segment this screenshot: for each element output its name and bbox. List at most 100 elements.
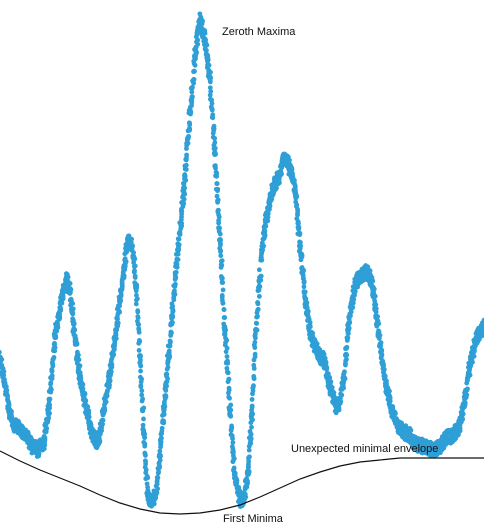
signal-point: [157, 453, 163, 458]
signal-point: [179, 208, 184, 214]
signal-point: [384, 381, 389, 387]
signal-point: [164, 366, 170, 372]
signal-point: [259, 246, 265, 251]
signal-point: [132, 256, 138, 262]
signal-point: [346, 325, 352, 331]
signal-point: [70, 301, 76, 306]
signal-point: [339, 392, 345, 398]
signal-point: [135, 308, 141, 314]
signal-point: [36, 451, 42, 457]
signal-point: [192, 62, 198, 68]
signal-point: [343, 360, 348, 366]
signal-point: [138, 384, 144, 390]
signal-point: [153, 495, 159, 500]
signal-point: [387, 388, 392, 394]
signal-point: [234, 481, 240, 486]
signal-point: [299, 254, 305, 260]
signal-point: [249, 403, 255, 409]
signal-point: [262, 228, 268, 234]
signal-point: [73, 340, 79, 345]
signal-point: [481, 317, 484, 323]
signal-point: [227, 412, 233, 418]
signal-point: [169, 330, 174, 336]
signal-point: [122, 263, 128, 269]
signal-point: [344, 356, 349, 362]
signal-point: [165, 376, 170, 381]
signal-point: [465, 386, 470, 392]
signal-point: [76, 357, 82, 363]
signal-point: [157, 448, 163, 454]
signal-point: [294, 194, 300, 200]
signal-point: [295, 208, 301, 214]
signal-point: [191, 76, 197, 82]
signal-point: [0, 357, 5, 362]
signal-point: [277, 180, 282, 186]
signal-point: [183, 167, 189, 172]
signal-point: [117, 309, 123, 315]
signal-point: [48, 387, 54, 393]
signal-point: [156, 469, 162, 475]
signal-point: [132, 275, 138, 280]
signal-point: [67, 291, 73, 296]
signal-point: [55, 323, 61, 329]
signal-point: [229, 444, 235, 449]
signal-point: [303, 296, 309, 302]
signal-point: [139, 388, 145, 394]
signal-point: [224, 354, 230, 359]
signal-point: [293, 188, 298, 194]
signal-point: [221, 325, 227, 331]
signal-point: [252, 345, 258, 350]
signal-point: [373, 302, 379, 308]
signal-point: [403, 424, 408, 430]
signal-point: [161, 418, 167, 424]
signal-point: [345, 330, 351, 336]
signal-point: [42, 442, 48, 448]
signal-point: [297, 230, 303, 236]
signal-point: [279, 171, 284, 177]
signal-point: [1, 369, 7, 374]
signal-point: [136, 348, 142, 353]
signal-point: [192, 68, 197, 74]
signal-point: [137, 338, 143, 344]
signal-point: [205, 57, 211, 63]
signal-point: [189, 103, 195, 108]
signal-point: [183, 162, 189, 168]
signal-point: [138, 357, 143, 363]
signal-point: [188, 109, 194, 115]
signal-point: [252, 331, 258, 337]
signal-point: [255, 313, 260, 319]
signal-point: [96, 435, 102, 441]
signal-point: [141, 405, 147, 411]
signal-point: [217, 231, 223, 237]
signal-point: [190, 94, 195, 99]
signal-point: [379, 347, 384, 353]
signal-point: [254, 327, 260, 333]
signal-point: [170, 307, 176, 313]
signal-point: [215, 197, 221, 203]
signal-point: [184, 146, 189, 151]
signal-point: [370, 278, 376, 284]
signal-point: [181, 190, 187, 196]
signal-point: [348, 309, 354, 315]
signal-point: [243, 494, 248, 500]
signal-point: [219, 262, 225, 268]
signal-point: [123, 259, 129, 265]
signal-point: [119, 279, 125, 284]
signal-point: [187, 127, 192, 133]
signal-point: [296, 221, 301, 226]
signal-point: [183, 157, 189, 163]
signal-point: [224, 345, 230, 351]
signal-point: [246, 454, 252, 460]
signal-point: [174, 264, 180, 270]
signal-point: [176, 236, 182, 242]
signal-point: [248, 431, 254, 437]
signal-point: [250, 388, 256, 394]
signal-point: [375, 314, 381, 319]
signal-point: [352, 289, 358, 294]
signal-point: [351, 297, 357, 302]
signal-point: [372, 298, 378, 304]
signal-point: [255, 306, 261, 312]
signal-point: [214, 173, 220, 179]
signal-point: [142, 464, 148, 470]
